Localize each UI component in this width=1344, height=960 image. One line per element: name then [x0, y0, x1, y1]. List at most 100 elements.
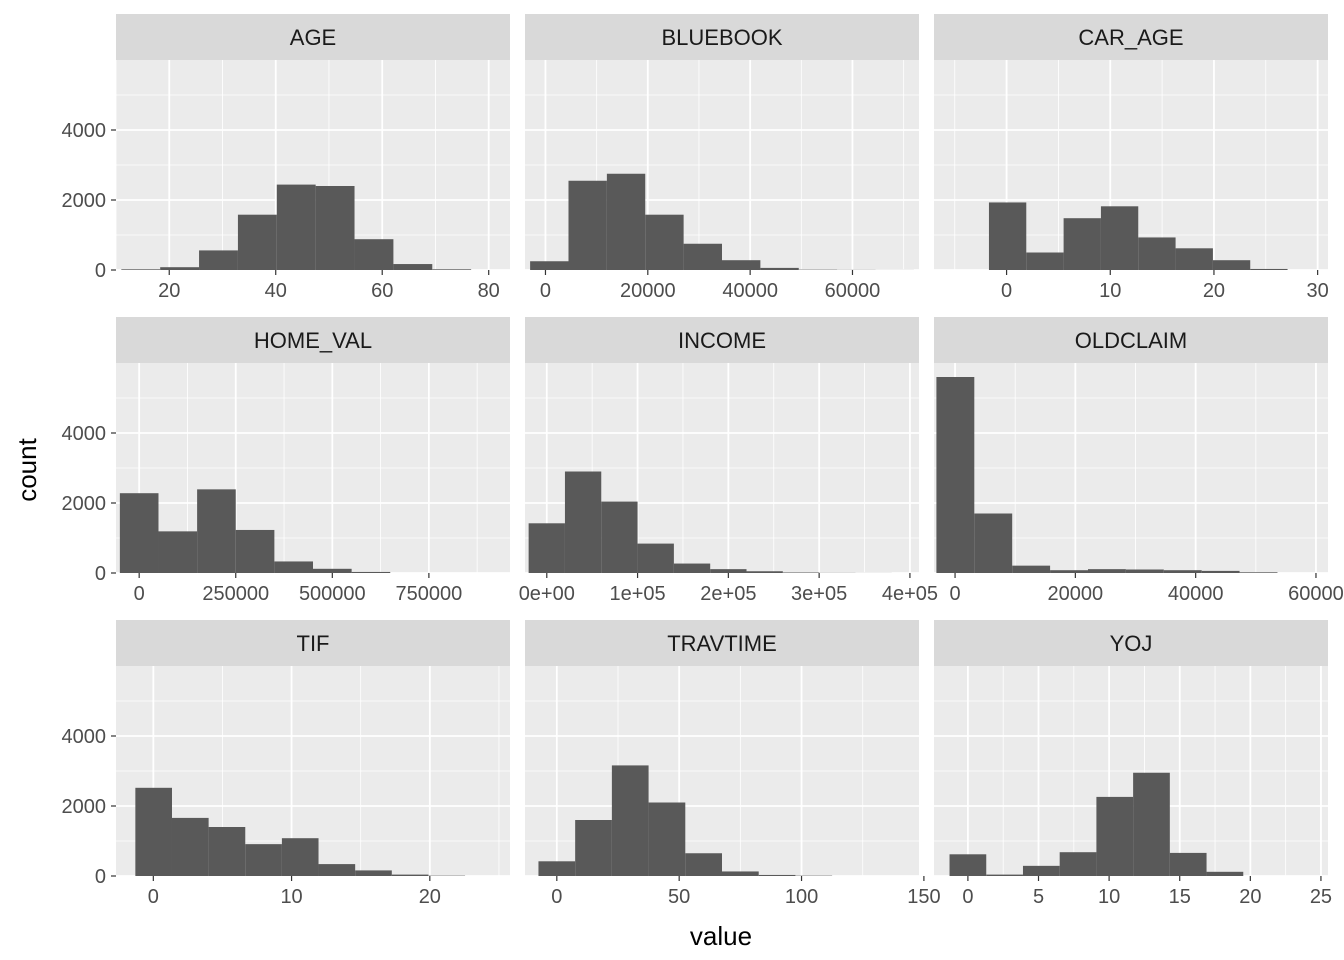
- histogram-bar: [1096, 796, 1134, 876]
- histogram-bar: [313, 568, 352, 573]
- facet-oldclaim: OLDCLAIM 0 20000 40000 60000: [934, 317, 1344, 605]
- x-tick-label: 150: [907, 886, 940, 908]
- histogram-bar: [782, 572, 820, 573]
- histogram-bar: [318, 864, 356, 876]
- facet-bluebook: BLUEBOOK 0 20000 40000 60000: [525, 14, 919, 302]
- facet-strip-label-bluebook: BLUEBOOK: [661, 25, 782, 50]
- x-tick-label: 1e+05: [609, 583, 665, 605]
- histogram-bar: [1125, 569, 1164, 573]
- histogram-bar: [1138, 237, 1176, 270]
- y-tick-label: 4000: [62, 120, 107, 142]
- x-tick-label: 15: [1169, 886, 1191, 908]
- facet-income: INCOME 0e+00 1e+05 2e+05 3e+05 4e+05: [519, 317, 938, 605]
- histogram-bar: [1212, 260, 1251, 270]
- histogram-bar: [530, 261, 569, 270]
- histogram-bar: [722, 260, 761, 270]
- histogram-bar: [564, 471, 602, 573]
- x-tick-label: 50: [668, 886, 690, 908]
- histogram-bar: [936, 377, 975, 573]
- x-tick-label: 20: [1239, 886, 1261, 908]
- histogram-bar: [391, 874, 429, 876]
- facet-strip-age: [116, 14, 510, 60]
- histogram-bar: [758, 874, 796, 876]
- x-tick-label: 60: [371, 280, 393, 302]
- histogram-bar: [245, 844, 282, 876]
- facet-strip-car-age: [934, 14, 1328, 60]
- x-tick-label: 0: [134, 583, 145, 605]
- histogram-bar: [1169, 852, 1207, 876]
- facet-strip-label-age: AGE: [290, 25, 336, 50]
- x-tick-label: 500000: [299, 583, 366, 605]
- histogram-bar: [637, 543, 674, 573]
- facet-home-val: HOME_VAL 0 250000 500000 750000 0 2000 4000: [62, 317, 510, 605]
- x-tick-label: 40000: [722, 280, 778, 302]
- histogram-bar: [575, 820, 612, 876]
- histogram-bar: [135, 787, 172, 876]
- x-tick-label: 20: [1203, 280, 1225, 302]
- histogram-bar: [235, 529, 275, 573]
- histogram-bar: [988, 202, 1027, 270]
- facet-strip-label-income: INCOME: [678, 328, 766, 353]
- histogram-bar: [432, 269, 472, 270]
- x-tick-label: 250000: [202, 583, 269, 605]
- facet-strip-label-yoj: YOJ: [1110, 631, 1153, 656]
- histogram-bar: [1250, 268, 1288, 270]
- x-tick-label: 0: [962, 886, 973, 908]
- histogram-bar: [1206, 871, 1244, 876]
- facet-strip-label-travtime: TRAVTIME: [667, 631, 777, 656]
- histogram-bar: [722, 871, 759, 876]
- x-tick-label: 60000: [825, 280, 881, 302]
- x-tick-label: 60000: [1288, 583, 1344, 605]
- histogram-bar: [1087, 569, 1126, 573]
- facet-strip-label-tif: TIF: [297, 631, 330, 656]
- histogram-bar: [351, 571, 391, 573]
- histogram-bar: [1239, 572, 1278, 573]
- x-tick-label: 0: [1001, 280, 1012, 302]
- x-tick-label: 20: [158, 280, 180, 302]
- x-axis-title: value: [690, 921, 752, 951]
- histogram-bar: [354, 239, 394, 270]
- x-tick-label: 4e+05: [882, 583, 938, 605]
- facet-strip-label-car-age: CAR_AGE: [1078, 25, 1183, 50]
- x-tick-label: 0: [148, 886, 159, 908]
- histogram-bar: [1063, 218, 1101, 270]
- facet-yoj: YOJ 0 5 10 15 20 25: [934, 620, 1332, 908]
- facet-strip-label-home-val: HOME_VAL: [254, 328, 372, 353]
- histogram-bar: [1163, 570, 1202, 573]
- x-tick-label: 10: [1098, 886, 1120, 908]
- histogram-bar: [274, 561, 313, 573]
- histogram-bar: [1022, 865, 1060, 876]
- histogram-bar: [1050, 570, 1088, 573]
- histogram-bar: [606, 173, 646, 270]
- y-tick-label: 0: [95, 563, 106, 585]
- histogram-bar: [538, 861, 576, 876]
- x-tick-label: 0: [540, 280, 551, 302]
- y-tick-label: 0: [95, 260, 106, 282]
- facet-strip-travtime: [525, 620, 919, 666]
- x-tick-label: 750000: [396, 583, 463, 605]
- histogram-bar: [1012, 565, 1051, 573]
- x-tick-label: 40000: [1168, 583, 1224, 605]
- histogram-bar: [208, 827, 246, 876]
- x-tick-label: 20000: [620, 280, 676, 302]
- x-tick-label: 2e+05: [700, 583, 756, 605]
- histogram-bar: [760, 267, 799, 270]
- histogram-bar: [119, 493, 159, 573]
- histogram-bar: [568, 180, 607, 270]
- facet-strip-label-oldclaim: OLDCLAIM: [1075, 328, 1187, 353]
- histogram-bar: [276, 184, 316, 270]
- x-tick-label: 0e+00: [519, 583, 575, 605]
- y-tick-label: 4000: [62, 726, 107, 748]
- histogram-bar: [611, 765, 649, 876]
- histogram-bar: [986, 874, 1023, 876]
- histogram-bar: [528, 523, 565, 573]
- histogram-bar: [393, 264, 433, 270]
- histogram-bar: [1100, 206, 1139, 270]
- histogram-bar: [355, 870, 392, 876]
- x-tick-label: 100: [785, 886, 818, 908]
- histogram-bar: [281, 838, 319, 876]
- histogram-bar: [710, 569, 747, 573]
- histogram-bar: [746, 571, 783, 573]
